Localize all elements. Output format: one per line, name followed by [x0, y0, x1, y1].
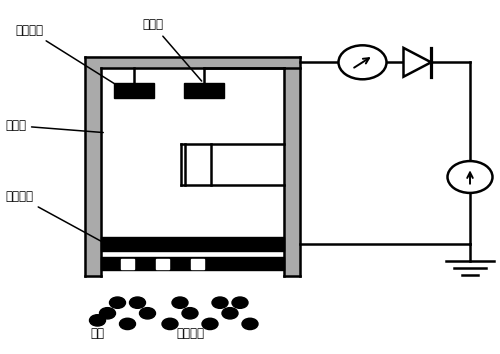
Bar — [156, 259, 168, 269]
Circle shape — [120, 318, 136, 330]
Circle shape — [202, 318, 218, 330]
Bar — [284, 57, 300, 276]
Circle shape — [172, 297, 188, 308]
Circle shape — [90, 315, 106, 326]
Bar — [85, 57, 300, 68]
Bar — [114, 83, 154, 98]
Circle shape — [222, 308, 238, 319]
Text: 参考电极: 参考电极 — [15, 24, 123, 89]
Circle shape — [130, 297, 146, 308]
Circle shape — [448, 161, 492, 193]
Text: 薄膜: 薄膜 — [90, 327, 104, 341]
Bar — [184, 83, 224, 98]
Circle shape — [232, 297, 248, 308]
Text: 反电极: 反电极 — [142, 18, 202, 81]
Circle shape — [212, 297, 228, 308]
Bar — [85, 57, 101, 276]
Bar — [121, 259, 134, 269]
Text: 被测气体: 被测气体 — [176, 327, 204, 341]
Circle shape — [182, 308, 198, 319]
Circle shape — [100, 308, 116, 319]
Circle shape — [242, 318, 258, 330]
Bar — [101, 237, 284, 251]
Circle shape — [338, 45, 386, 79]
Circle shape — [110, 297, 126, 308]
Text: 测量电极: 测量电极 — [5, 190, 103, 242]
Polygon shape — [404, 48, 431, 77]
Bar — [101, 257, 284, 270]
Circle shape — [162, 318, 178, 330]
Text: 电解液: 电解液 — [5, 119, 103, 132]
Bar — [185, 144, 211, 185]
Bar — [191, 259, 203, 269]
Circle shape — [140, 308, 156, 319]
